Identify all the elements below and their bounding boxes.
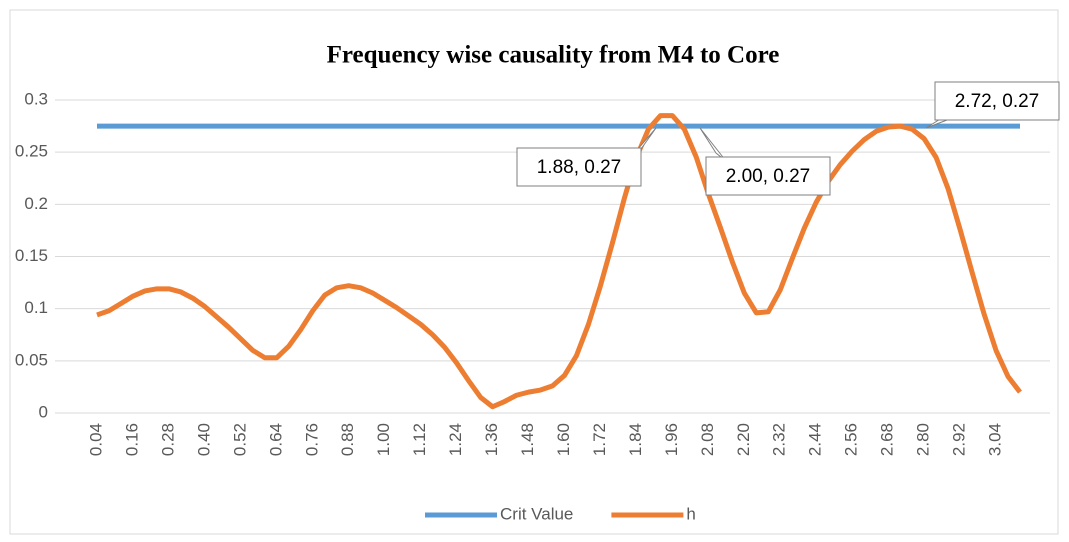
x-tick-label: 0.04 xyxy=(86,423,105,456)
chart-title: Frequency wise causality from M4 to Core xyxy=(327,42,780,69)
x-tick-label: 2.92 xyxy=(950,423,969,456)
annotation-box xyxy=(516,147,642,187)
x-tick-label: 2.32 xyxy=(770,423,789,456)
x-tick-label: 1.84 xyxy=(626,423,645,456)
x-tick-label: 2.56 xyxy=(842,423,861,456)
x-tick-label: 1.48 xyxy=(518,423,537,456)
x-tick-label: 2.20 xyxy=(734,423,753,456)
y-tick-label: 0.1 xyxy=(24,298,48,317)
x-tick-label: 2.08 xyxy=(698,423,717,456)
x-tick-label: 0.64 xyxy=(266,423,285,456)
y-tick-label: 0.25 xyxy=(15,142,48,161)
x-tick-label: 1.00 xyxy=(374,423,393,456)
x-tick-label: 1.60 xyxy=(554,423,573,456)
legend-label: h xyxy=(686,504,695,523)
y-tick-label: 0 xyxy=(39,402,48,421)
y-tick-label: 0.05 xyxy=(15,350,48,369)
data-line xyxy=(96,113,1022,410)
x-tick-label: 2.68 xyxy=(878,423,897,456)
x-tick-label: 3.04 xyxy=(986,423,1005,456)
y-tick-label: 0.15 xyxy=(15,246,48,265)
x-tick-label: 2.44 xyxy=(806,423,825,456)
x-tick-label: 0.40 xyxy=(194,423,213,456)
annotation: 2.72, 0.27 xyxy=(925,81,1060,129)
annotation: 2.00, 0.27 xyxy=(699,127,831,196)
y-tick-label: 0.2 xyxy=(24,194,48,213)
x-tick-label: 0.28 xyxy=(158,423,177,456)
x-tick-label: 1.72 xyxy=(590,423,609,456)
chart-border xyxy=(9,9,1059,535)
annotation-box xyxy=(705,156,831,196)
x-tick-label: 0.52 xyxy=(230,423,249,456)
annotation-box xyxy=(934,81,1060,121)
x-tick-label: 1.24 xyxy=(446,423,465,456)
x-tick-label: 0.88 xyxy=(338,423,357,456)
x-tick-label: 1.36 xyxy=(482,423,501,456)
annotation-label: 1.88, 0.27 xyxy=(537,157,622,178)
x-tick-label: 2.80 xyxy=(914,423,933,456)
y-tick-label: 0.3 xyxy=(24,89,48,108)
annotation-label: 2.72, 0.27 xyxy=(955,91,1040,112)
legend-label: Crit Value xyxy=(500,504,573,523)
x-tick-label: 1.12 xyxy=(410,423,429,456)
x-tick-label: 1.96 xyxy=(662,423,681,456)
annotation-label: 2.00, 0.27 xyxy=(726,166,811,187)
x-tick-label: 0.76 xyxy=(302,423,321,456)
x-tick-label: 0.16 xyxy=(122,423,141,456)
annotation: 1.88, 0.27 xyxy=(516,127,657,187)
